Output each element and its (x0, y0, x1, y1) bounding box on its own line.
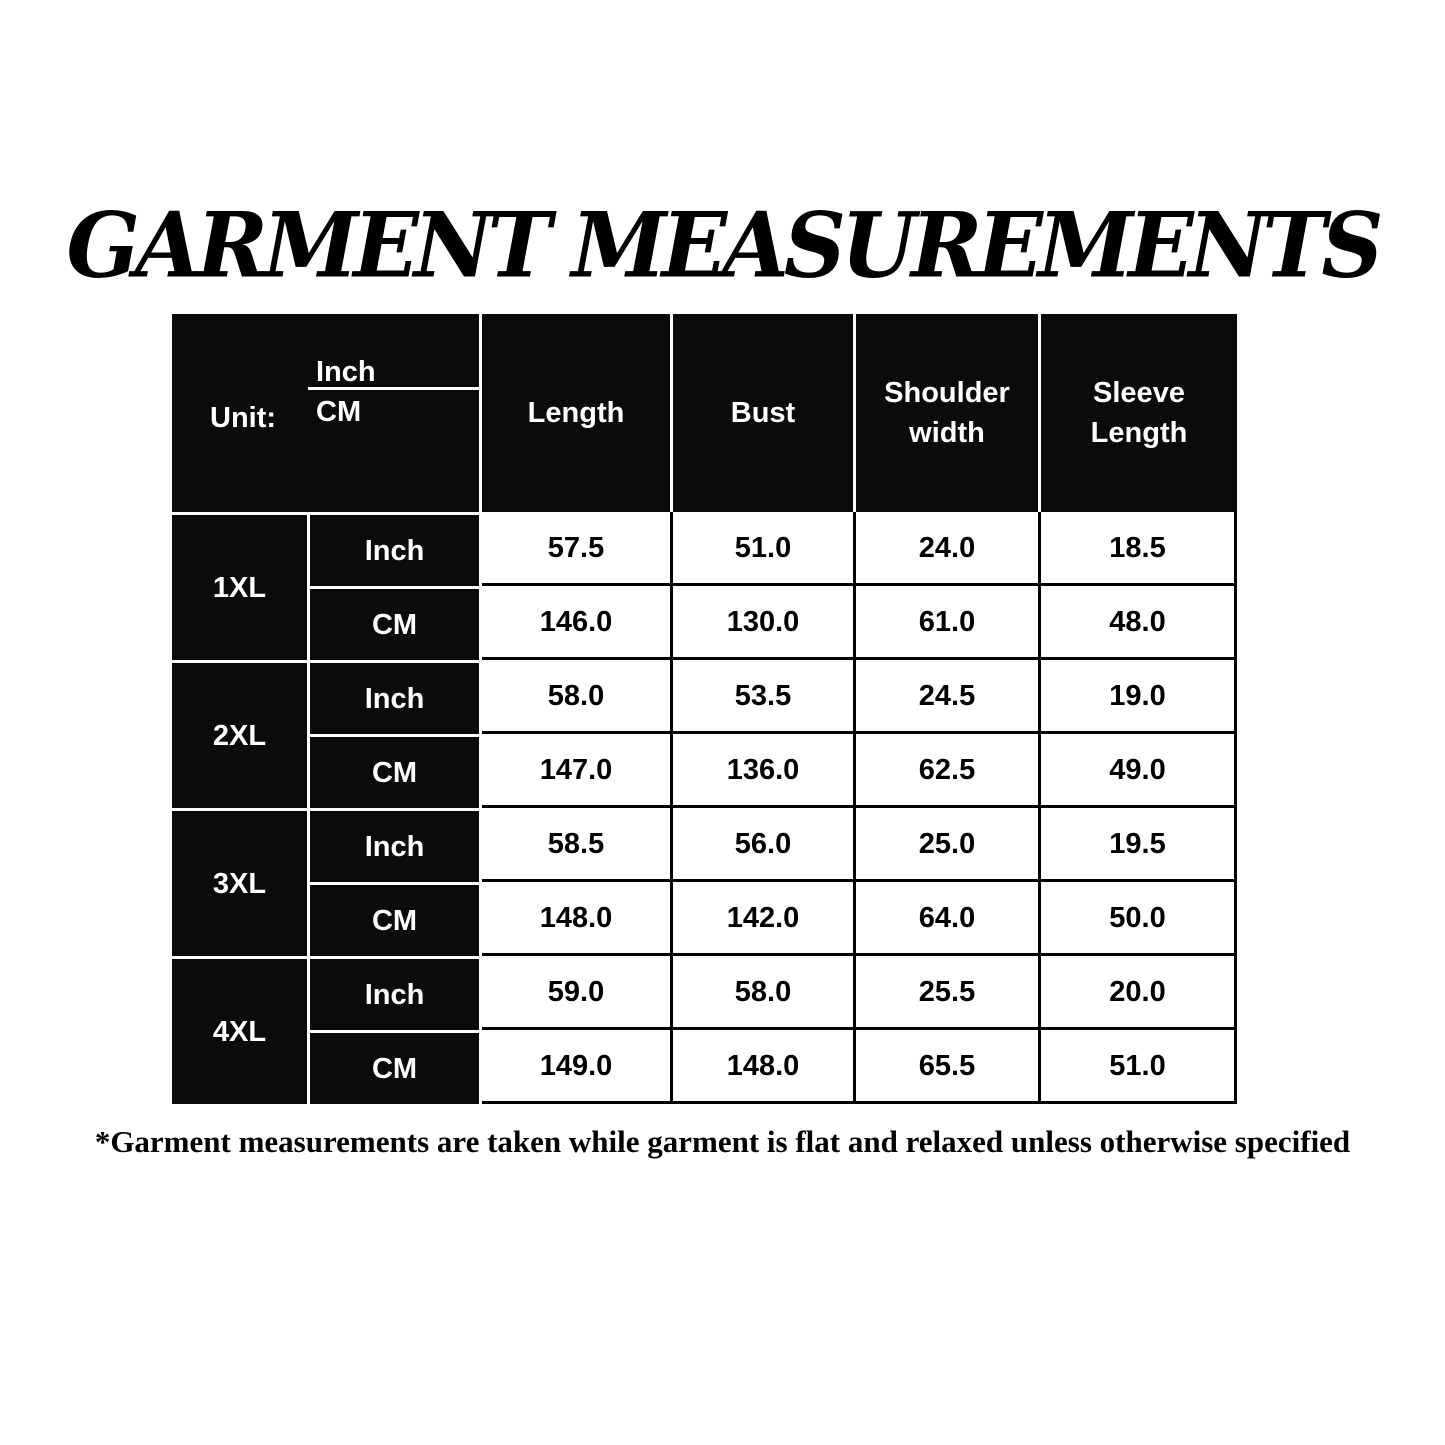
measurement-cell: 149.0 (482, 1030, 673, 1104)
unit-header: Unit: Inch CM (172, 314, 482, 512)
measurement-cell: 62.5 (856, 734, 1041, 808)
measurement-cell: 148.0 (482, 882, 673, 956)
measurement-cell: 24.5 (856, 660, 1041, 734)
measurement-cell: 51.0 (673, 512, 856, 586)
measurement-cell: 48.0 (1041, 586, 1237, 660)
measurement-cell: 19.5 (1041, 808, 1237, 882)
measurement-cell: 130.0 (673, 586, 856, 660)
column-header-sleeve-length: Sleeve Length (1041, 314, 1237, 512)
unit-label-inch: Inch (310, 512, 482, 586)
unit-label-cm: CM (310, 734, 482, 808)
unit-label-cm: CM (310, 586, 482, 660)
unit-label-inch: Inch (310, 956, 482, 1030)
measurement-cell: 18.5 (1041, 512, 1237, 586)
size-label: 4XL (172, 956, 310, 1104)
measurement-cell: 64.0 (856, 882, 1041, 956)
measurement-cell: 146.0 (482, 586, 673, 660)
column-header-shoulder-width: Shoulder width (856, 314, 1041, 512)
measurement-cell: 61.0 (856, 586, 1041, 660)
size-label: 3XL (172, 808, 310, 956)
column-header-length: Length (482, 314, 673, 512)
measurement-cell: 57.5 (482, 512, 673, 586)
measurement-cell: 65.5 (856, 1030, 1041, 1104)
column-header-bust: Bust (673, 314, 856, 512)
unit-label-cm: CM (310, 882, 482, 956)
footnote: *Garment measurements are taken while ga… (94, 1124, 1351, 1159)
measurement-cell: 19.0 (1041, 660, 1237, 734)
measurement-cell: 136.0 (673, 734, 856, 808)
measurement-cell: 147.0 (482, 734, 673, 808)
measurement-cell: 25.5 (856, 956, 1041, 1030)
measurement-cell: 58.0 (673, 956, 856, 1030)
measurement-cell: 24.0 (856, 512, 1041, 586)
unit-inch: Inch (316, 356, 376, 388)
measurement-cell: 25.0 (856, 808, 1041, 882)
size-label: 2XL (172, 660, 310, 808)
measurement-cell: 59.0 (482, 956, 673, 1030)
unit-cm: CM (316, 396, 362, 428)
size-chart-table: Unit: Inch CM Length Bust Shoulder width… (172, 314, 1237, 1104)
page-title: GARMENT MEASUREMENTS (66, 192, 1384, 299)
measurement-cell: 58.5 (482, 808, 673, 882)
measurement-cell: 20.0 (1041, 956, 1237, 1030)
measurement-cell: 50.0 (1041, 882, 1237, 956)
measurement-cell: 49.0 (1041, 734, 1237, 808)
measurement-cell: 148.0 (673, 1030, 856, 1104)
unit-label-cm: CM (310, 1030, 482, 1104)
measurement-cell: 53.5 (673, 660, 856, 734)
unit-label: Unit: (210, 402, 277, 434)
measurement-cell: 56.0 (673, 808, 856, 882)
measurement-cell: 58.0 (482, 660, 673, 734)
unit-divider (308, 387, 479, 390)
unit-label-inch: Inch (310, 808, 482, 882)
measurement-cell: 51.0 (1041, 1030, 1237, 1104)
measurement-cell: 142.0 (673, 882, 856, 956)
unit-label-inch: Inch (310, 660, 482, 734)
size-label: 1XL (172, 512, 310, 660)
